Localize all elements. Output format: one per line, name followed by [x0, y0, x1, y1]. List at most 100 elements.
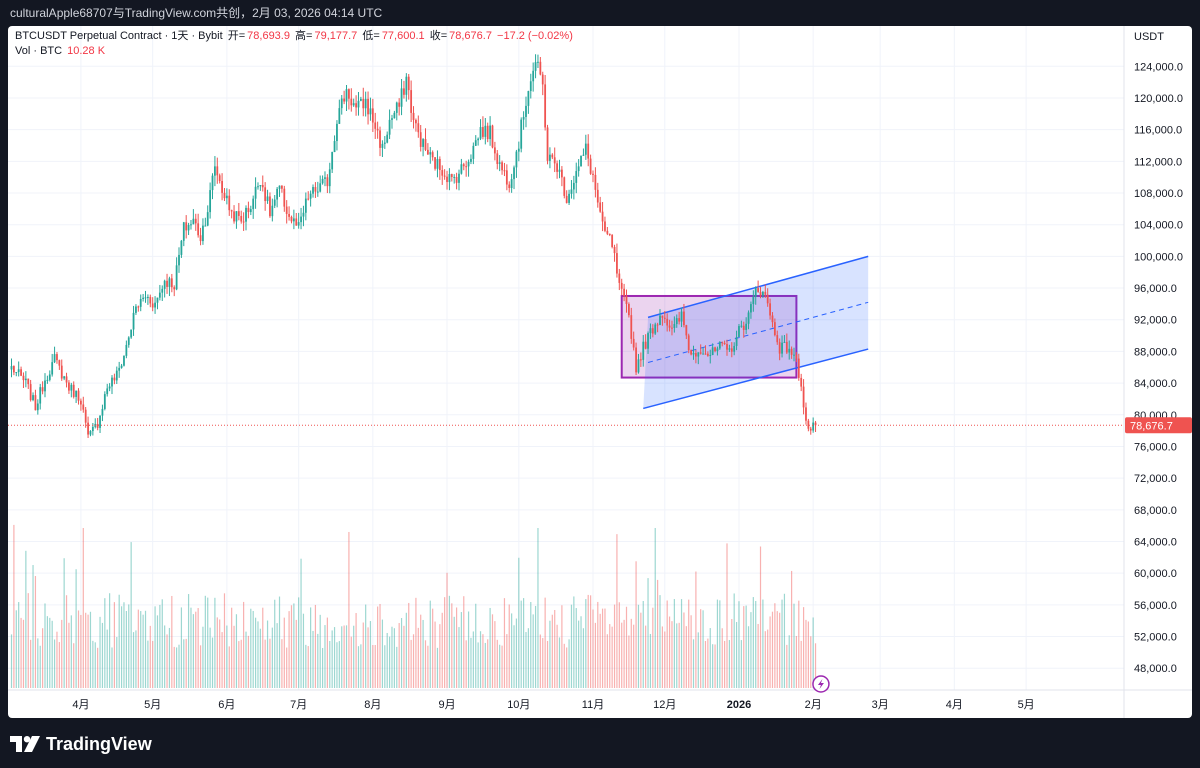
candle-body [137, 306, 140, 308]
candle-body [814, 422, 817, 426]
volume-bar [568, 639, 570, 688]
volume-bar [659, 595, 661, 688]
candle-body [77, 390, 80, 401]
volume-bar [712, 644, 714, 688]
candle-body [89, 431, 92, 435]
candle-body [479, 127, 482, 139]
candle-body [651, 328, 654, 334]
volume-bar [802, 607, 805, 688]
volume-bar [298, 597, 300, 688]
volume-bar [676, 623, 678, 688]
candle-body [807, 420, 810, 429]
candle-body [462, 164, 465, 167]
volume-bar [405, 612, 407, 688]
candle-body [470, 158, 472, 162]
candle-body [443, 175, 446, 177]
volume-bar [300, 558, 302, 688]
volume-bar [690, 615, 692, 688]
volume-bar [697, 632, 699, 688]
volume-bar [410, 639, 412, 688]
candle-body [237, 211, 240, 216]
volume-bar [616, 534, 618, 688]
volume-bar [408, 602, 410, 688]
tradingview-logo[interactable]: TradingView [10, 728, 152, 760]
volume-bar [250, 608, 252, 688]
candle-body [716, 348, 719, 352]
candle-body [79, 400, 82, 405]
candle-body [730, 348, 733, 352]
volume-bar [491, 614, 494, 688]
candle-body [343, 98, 346, 102]
candle-body [702, 353, 704, 355]
chart-canvas[interactable]: 48,000.0 52,000.0 56,000.0 60,000.0 64,000.0… [8, 26, 1192, 718]
candle-body [599, 202, 602, 212]
volume-bar [211, 637, 214, 688]
volume-bar [326, 617, 328, 688]
volume-bar [312, 630, 314, 688]
candle-body [261, 185, 264, 188]
candle-body [618, 273, 621, 283]
candle-body [513, 167, 515, 180]
candle-body [228, 195, 231, 211]
volume-bar [745, 605, 747, 688]
volume-bar [755, 600, 757, 688]
price-tick-label: 48,000.0 [1134, 663, 1177, 675]
volume-value: 10.28 K [67, 45, 106, 57]
volume-bar [123, 602, 125, 688]
candle-body [15, 372, 18, 374]
volume-bar [439, 624, 441, 688]
volume-bar [185, 638, 187, 688]
symbol-label[interactable]: BTCUSDT Perpetual Contract · 1天 · Bybit [15, 30, 223, 42]
volume-bar [611, 626, 613, 688]
candle-body [532, 70, 535, 82]
volume-bar [34, 576, 37, 688]
volume-bar [444, 597, 446, 688]
volume-bar [99, 616, 101, 688]
volume-bar [39, 645, 41, 688]
volume-bar [704, 641, 707, 688]
candle-body [721, 342, 724, 344]
candle-body [48, 374, 51, 380]
candle-body [278, 185, 281, 189]
chart-panel[interactable]: 48,000.0 52,000.0 56,000.0 60,000.0 64,000.0… [8, 26, 1192, 718]
candle-body [91, 426, 94, 432]
volume-bar [58, 642, 60, 688]
candle-body [757, 288, 760, 292]
volume-bar [343, 625, 345, 688]
time-tick-label: 8月 [364, 699, 381, 711]
volume-bar [348, 531, 350, 688]
volume-bar [73, 643, 75, 688]
volume-bar [640, 612, 642, 688]
volume-bar [623, 619, 625, 688]
volume-bar [295, 619, 297, 688]
candle-body [534, 62, 537, 71]
volume-bar [525, 632, 527, 688]
volume-bar [427, 645, 429, 688]
volume-label[interactable]: Vol · BTC [15, 45, 63, 57]
volume-bar [448, 595, 451, 688]
volume-row: Vol · BTC 10.28 K [15, 44, 575, 59]
candle-body [259, 185, 262, 187]
volume-bar [453, 616, 455, 688]
price-axis-currency[interactable]: USDT [1134, 31, 1164, 43]
candle-body [776, 335, 779, 343]
candle-body [386, 134, 389, 143]
candle-body [271, 205, 274, 217]
volume-bar [724, 640, 726, 688]
candle-body [477, 138, 480, 141]
volume-bar [166, 634, 168, 688]
volume-bar [171, 595, 173, 688]
candle-body [673, 324, 676, 328]
high-value: 79,177.7 [314, 30, 358, 42]
time-tick-label: 12月 [653, 699, 676, 711]
channel-lower-line [643, 348, 869, 410]
candle-body [704, 353, 707, 355]
candle-body [522, 116, 525, 120]
candle-body [204, 225, 207, 227]
candle-body [41, 387, 44, 392]
candle-body [484, 125, 487, 137]
volume-bar [767, 629, 769, 688]
volume-bar [501, 645, 503, 688]
price-tick-label: 64,000.0 [1134, 537, 1177, 549]
candle-body [795, 354, 798, 359]
